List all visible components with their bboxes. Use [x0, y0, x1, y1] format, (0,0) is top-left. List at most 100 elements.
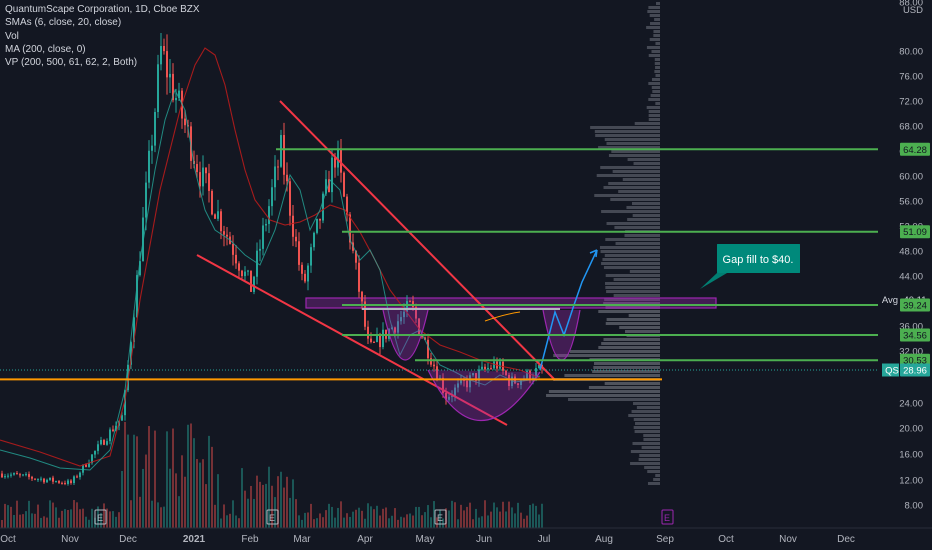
- candle-body: [322, 193, 324, 221]
- candle-body: [493, 361, 495, 369]
- price-tag: [900, 225, 930, 239]
- volume-bar: [319, 513, 321, 528]
- volume-profile-bar: [600, 166, 660, 169]
- x-tick-label: Dec: [837, 534, 855, 545]
- volume-bar: [214, 504, 216, 528]
- volume-profile-bar: [598, 346, 660, 349]
- volume-profile-bar: [632, 214, 660, 217]
- volume-profile-bar: [648, 110, 660, 113]
- earnings-marker[interactable]: [266, 509, 279, 525]
- volume-bar: [403, 517, 405, 528]
- volume-profile-bar: [625, 330, 660, 333]
- price-tag: [900, 142, 930, 156]
- volume-bar: [220, 518, 222, 528]
- volume-bar: [145, 454, 147, 528]
- volume-bar: [493, 502, 495, 528]
- volume-bar: [46, 517, 48, 528]
- y-axis: 88.0080.0076.0072.0068.0064.0060.0056.00…: [899, 0, 923, 512]
- volume-profile-bar: [635, 422, 660, 425]
- volume-profile-bar: [601, 262, 660, 265]
- trendline-upper[interactable]: [279, 100, 556, 381]
- volume-bar: [85, 516, 87, 528]
- candle-body: [163, 45, 165, 52]
- candle-body: [112, 429, 114, 431]
- volume-profile-bar: [655, 102, 660, 105]
- resistance-zone[interactable]: [305, 297, 717, 309]
- y-tick-label: 36.00: [899, 322, 923, 333]
- volume-profile-bar: [604, 382, 660, 385]
- y-tick-label: 12.00: [899, 476, 923, 487]
- candle-body: [202, 167, 204, 187]
- volume-bar: [283, 487, 285, 528]
- earnings-marker[interactable]: [661, 509, 674, 525]
- volume-profile-bar: [608, 154, 660, 157]
- candle-body: [223, 231, 225, 235]
- forecast-path[interactable]: [539, 249, 598, 371]
- volume-profile-bar: [605, 286, 660, 289]
- candle-body: [244, 271, 246, 277]
- candle-body: [472, 373, 474, 376]
- legend-title: QuantumScape Corporation, 1D, Cboe BZX: [5, 4, 200, 15]
- candle-body: [241, 270, 243, 277]
- volume-bar: [355, 509, 357, 528]
- volume-bar: [541, 503, 543, 528]
- x-tick-label: Jun: [476, 534, 492, 545]
- x-tick-label: Nov: [779, 534, 797, 545]
- trendline-lower[interactable]: [196, 254, 508, 426]
- candle-body: [355, 250, 357, 263]
- volume-bar: [433, 501, 435, 528]
- volume-profile-bar: [598, 310, 660, 313]
- volume-bar: [217, 474, 219, 528]
- candle-body: [106, 441, 108, 445]
- volume-profile-bar: [638, 458, 660, 461]
- volume-bar: [268, 466, 270, 528]
- annotation-callout[interactable]: Gap fill to $40.: [700, 244, 800, 289]
- volume-bar: [328, 503, 330, 528]
- candle-body: [469, 375, 471, 388]
- cup-arc[interactable]: [427, 369, 541, 422]
- candle-body: [475, 373, 477, 381]
- volume-profile-bar: [600, 250, 660, 253]
- volume-profile-bar: [648, 82, 660, 85]
- x-axis: Oct Nov Dec 2021 Feb Mar Apr May Jun Jul Aug Sep Oct…: [0, 534, 855, 545]
- volume-bar: [55, 507, 57, 528]
- volume-profile-bar: [643, 438, 660, 441]
- volume-bar: [313, 519, 315, 528]
- volume-profile-bar: [588, 386, 660, 389]
- volume-bar: [484, 500, 486, 528]
- candle-body: [79, 472, 81, 478]
- candle-body: [133, 317, 135, 343]
- candle-body: [490, 367, 492, 369]
- volume-bar: [181, 455, 183, 528]
- volume-bar: [166, 431, 168, 528]
- volume-bar: [337, 507, 339, 528]
- volume-bar: [496, 507, 498, 528]
- legend-ma: MA (200, close, 0): [5, 43, 86, 55]
- x-tick-label: Oct: [718, 534, 734, 545]
- volume-profile-bar: [613, 278, 660, 281]
- volume-bar: [223, 504, 225, 528]
- candle-body: [478, 369, 480, 381]
- candle-body: [235, 254, 237, 264]
- volume-profile-bar: [649, 14, 660, 17]
- volume-profile-bar: [641, 446, 660, 449]
- legend-sma: SMAs (6, close, 20, close): [5, 17, 122, 29]
- volume-profile-bar: [648, 118, 660, 121]
- candle-body: [55, 481, 57, 483]
- candle-body: [22, 474, 24, 476]
- volume-profile-bar: [649, 38, 660, 41]
- volume-bar: [325, 510, 327, 528]
- candle-body: [328, 179, 330, 193]
- volume-profile-bar: [655, 74, 660, 77]
- candle-body: [433, 364, 435, 367]
- volume-profile: [546, 2, 660, 485]
- candle-body: [109, 429, 111, 442]
- volume-profile-bar: [605, 274, 660, 277]
- volume-profile-bar: [626, 206, 660, 209]
- earnings-marker[interactable]: [434, 509, 447, 525]
- volume-bar: [532, 503, 534, 528]
- candle-body: [37, 479, 39, 481]
- earnings-marker[interactable]: [94, 509, 107, 525]
- legend-vp: VP (200, 500, 61, 62, 2, Both): [5, 57, 138, 69]
